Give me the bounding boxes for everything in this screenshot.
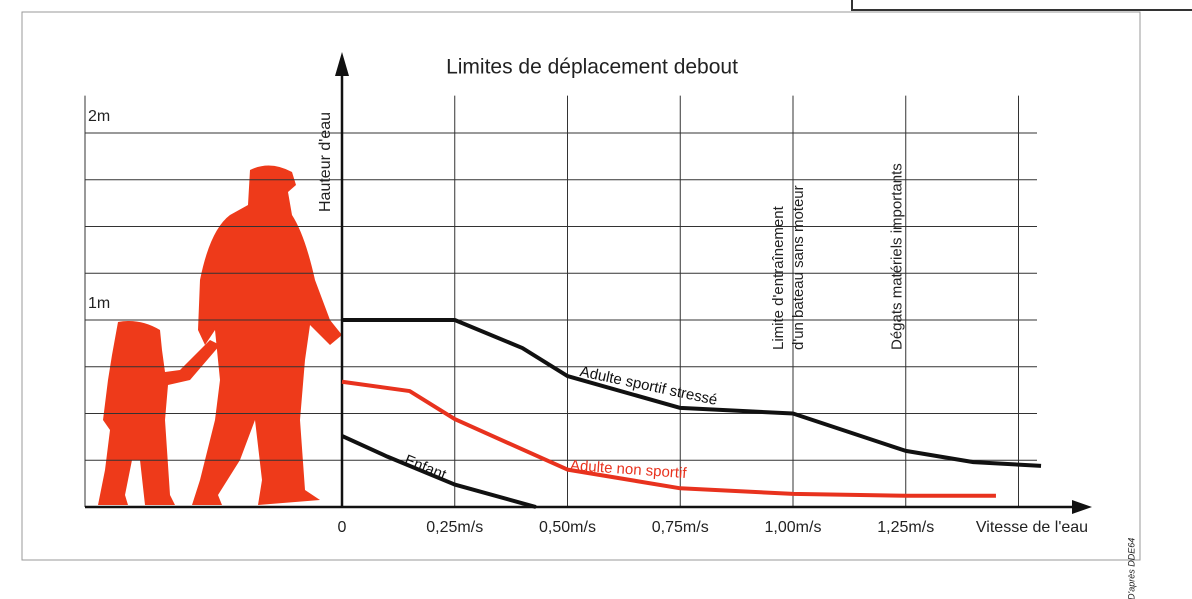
x-axis-arrow [1072,500,1092,514]
y-axis-arrow [335,52,349,76]
x-tick-label: 0,75m/s [652,519,709,536]
x-tick-label: 1,00m/s [765,519,822,536]
series-line [341,379,996,498]
x-axis-label: Vitesse de l'eau [976,519,1088,536]
x-tick-label: 0,25m/s [426,519,483,536]
y-axis-label: Hauteur d'eau [317,112,334,212]
silhouettes [98,165,342,506]
x-tick-label: 1,25m/s [877,519,934,536]
series-line [341,434,537,509]
x-tick-label: 0 [338,519,347,536]
source: D'après DDE64 [1126,538,1136,599]
series-line [342,318,1042,468]
y-tick-label: 1m [88,295,110,312]
annotation: Dégats matériels importants [889,163,906,350]
chart-title: Limites de déplacement debout [446,56,738,79]
corner-box [851,0,1192,11]
y-tick-label: 2m [88,108,110,125]
series-label: Enfant [402,452,449,484]
frame [21,11,1141,561]
annotation: Limite d'entraînement d'un bateau sans mo… [770,185,807,350]
x-tick-label: 0,50m/s [539,519,596,536]
